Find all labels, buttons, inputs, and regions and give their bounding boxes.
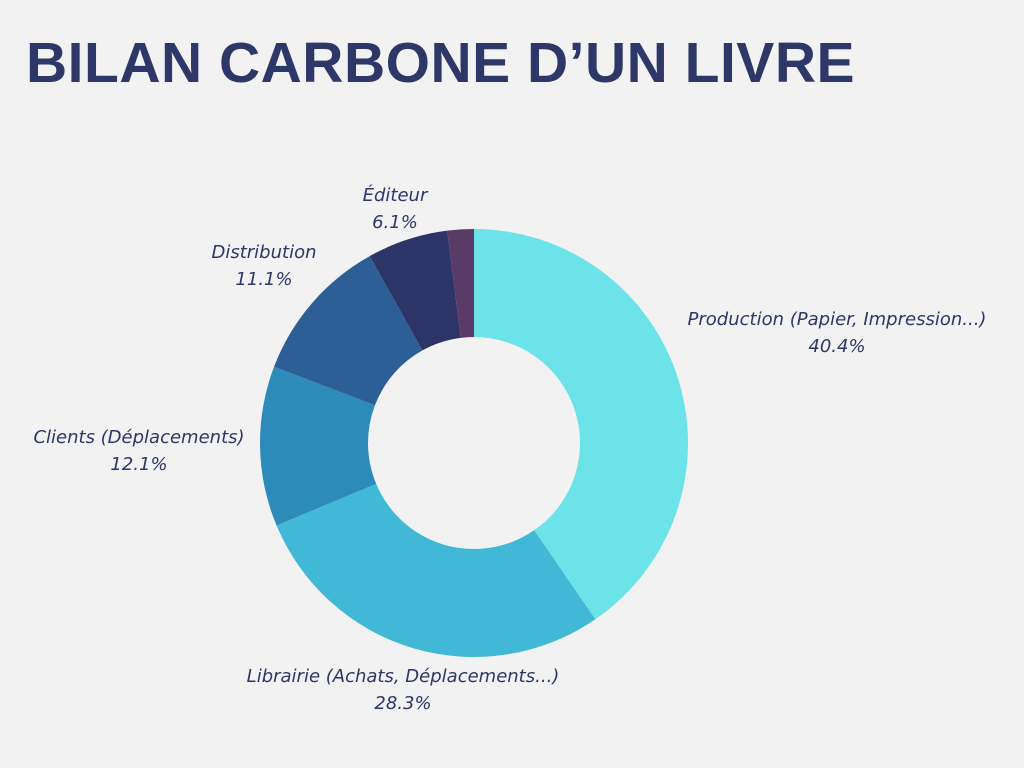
donut-slice (474, 229, 688, 620)
slices-group (260, 229, 688, 657)
donut-slice (274, 256, 423, 406)
chart-title: BILAN CARBONE D’UN LIVRE (26, 31, 856, 95)
slice-category-label: Éditeur (363, 184, 429, 206)
slice-category-label: Production (Papier, Impression...) (688, 309, 987, 330)
slice-value-label: 40.4% (808, 336, 865, 357)
slice-category-label: Librairie (Achats, Déplacements...) (247, 666, 560, 687)
slice-value-label: 28.3% (374, 693, 431, 714)
donut-slice (276, 483, 596, 657)
slice-value-label: 11.1% (235, 269, 292, 290)
donut-slice (260, 366, 377, 526)
slice-value-label: 6.1% (372, 212, 418, 233)
slice-value-label: 12.1% (110, 454, 167, 475)
donut-slice (369, 230, 461, 351)
slice-category-label: Clients (Déplacements) (33, 427, 244, 448)
slice-category-label: Distribution (211, 242, 316, 263)
donut-slice (447, 229, 474, 338)
labels-group: Production (Papier, Impression...) 40.4% L… (33, 184, 986, 714)
